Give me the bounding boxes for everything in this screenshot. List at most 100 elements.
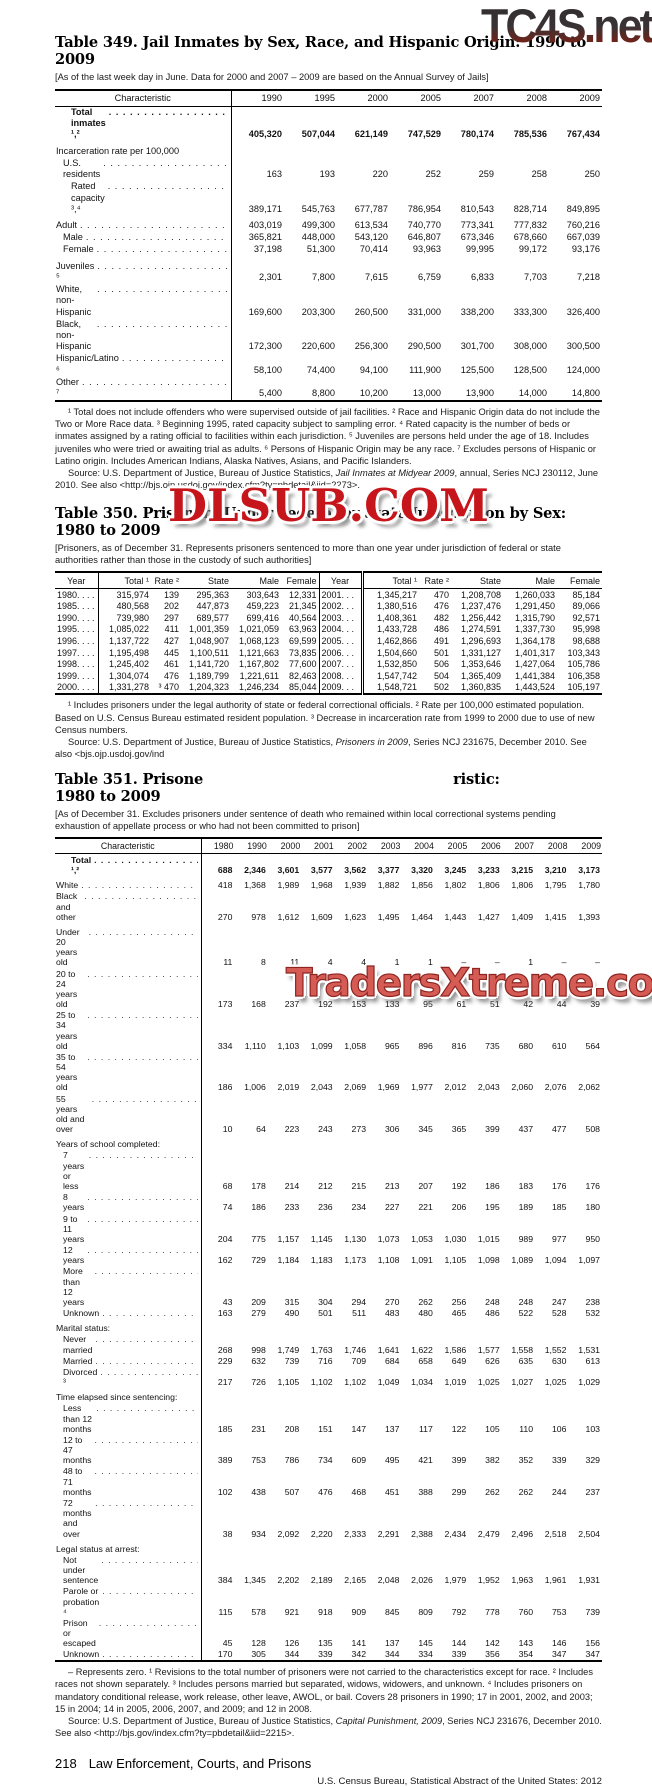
data-cell: 105,197 (567, 682, 600, 693)
data-cell: 2,043 (310, 1082, 333, 1093)
data-cell: 532 (585, 1308, 601, 1319)
data-cell: 1,441,384 (514, 670, 555, 681)
data-cell: 1,184 (277, 1255, 300, 1266)
data-cell: 495 (384, 1455, 400, 1466)
column-header: Male (231, 572, 281, 590)
table-row: Divorced ³ 217 726 1,105 1,102 1,102 1,049 1,03… (55, 1366, 602, 1388)
row-label: Total inmates ¹,² (55, 106, 232, 142)
data-cell: 1,173 (344, 1255, 367, 1266)
column-header: 2007 (443, 89, 496, 107)
data-cell (268, 1135, 301, 1150)
data-cell: 125,500 (460, 364, 494, 375)
data-cell: 760 (518, 1606, 534, 1617)
data-cell (268, 1388, 301, 1403)
data-cell: 61 (456, 999, 467, 1010)
data-cell: 8,800 (312, 388, 335, 399)
table-row: Other ⁷ 5,400 8,800 10,200 13,000 13,900 14,00… (55, 376, 602, 401)
table-349-note: [As of the last week day in June. Data f… (55, 72, 489, 83)
data-cell: 304 (318, 1296, 333, 1307)
data-cell: 334 (217, 1040, 233, 1051)
row-label: Parole or probation ⁴ (55, 1585, 202, 1618)
data-cell: 2,202 (277, 1575, 300, 1586)
data-cell: 1,586 (444, 1344, 467, 1355)
data-cell: 250 (584, 169, 600, 180)
data-cell: 1,094 (544, 1255, 567, 1266)
data-cell: 437 (518, 1124, 534, 1135)
data-cell: 178 (251, 1181, 266, 1191)
row-label: Married (55, 1355, 202, 1367)
table-351: Characteristic 1980 1990 2000 2001 2002 2003 20… (55, 837, 602, 1663)
data-cell: 1,968 (310, 880, 333, 891)
data-cell: 94,100 (359, 364, 388, 375)
data-cell: 1,806 (511, 880, 534, 891)
data-cell: 1,609 (310, 911, 333, 922)
data-cell (301, 1135, 334, 1150)
table-row: Unknown 163 279 490 501 511 483 480 465 486 522 528… (55, 1307, 602, 1319)
data-cell (468, 1539, 501, 1554)
year-cell: 2004. . . (318, 623, 364, 636)
column-header: 2002 (334, 838, 369, 855)
data-cell (435, 1319, 468, 1334)
data-cell: 1,189,799 (188, 670, 229, 681)
table-350-header-row: Year Total ¹ Rate ² State Male Female Year Tota… (55, 572, 602, 590)
table-351-head: Characteristic 1980 1990 2000 2001 2002 2003 20… (55, 838, 602, 855)
data-cell: 810,543 (460, 203, 494, 214)
data-cell: 338,200 (460, 306, 494, 317)
data-cell: 1,110 (244, 1040, 266, 1051)
data-cell: 13,900 (465, 388, 494, 399)
data-cell: 564 (585, 1040, 601, 1051)
data-cell: 1,245,402 (108, 659, 149, 670)
data-cell: 1,105 (277, 1377, 300, 1388)
data-cell: 399 (485, 1124, 500, 1135)
data-cell: 545,763 (301, 203, 335, 214)
data-cell: 51 (489, 999, 500, 1010)
data-cell: 185 (217, 1423, 233, 1434)
data-cell: 1,221,611 (239, 670, 279, 681)
table-row: Black, non-Hispanic 172,300 220,600 256,300… (55, 318, 602, 353)
data-cell: 173 (217, 999, 233, 1010)
data-cell: 1 (428, 957, 433, 968)
data-cell (568, 1319, 602, 1334)
data-cell: 270 (384, 1296, 400, 1307)
data-cell: 792 (451, 1606, 467, 1617)
data-cell: 476 (318, 1486, 333, 1497)
data-cell: 7,615 (365, 271, 388, 282)
data-cell: 445 (163, 647, 179, 658)
table-row: 1985. . . . 480,568 202 447,873 459,223 21,34… (55, 600, 602, 613)
data-cell (284, 141, 337, 157)
data-cell: 1,963 (511, 1575, 534, 1586)
data-cell: 106 (551, 1423, 567, 1434)
column-header: 2005 (390, 89, 443, 107)
data-cell: 1,763 (310, 1344, 333, 1355)
data-cell: 2,189 (310, 1575, 333, 1586)
data-cell: 4 (327, 957, 333, 968)
data-cell: 172,300 (248, 341, 282, 352)
data-cell: 680 (518, 1040, 534, 1051)
row-label: U.S. residents (55, 157, 232, 181)
data-cell: 1,105 (444, 1255, 467, 1266)
data-cell: 1,443 (444, 911, 467, 922)
data-cell: 153 (351, 999, 367, 1010)
data-cell: 6,759 (418, 271, 441, 282)
data-cell (568, 1388, 602, 1403)
row-label: Other ⁷ (55, 376, 232, 401)
column-header: Total ¹ (98, 572, 151, 590)
table-row: 7 years or less 68 178 214 212 215 213 207 192 18… (55, 1149, 602, 1192)
data-cell: 352 (518, 1455, 534, 1466)
data-cell: 1,019 (444, 1377, 467, 1388)
data-cell (201, 1135, 234, 1150)
column-header: 2008 (535, 838, 569, 855)
data-cell (234, 1319, 267, 1334)
table-351-title-line2: 1980 to 2009 (55, 787, 161, 805)
data-cell: 10 (222, 1124, 233, 1135)
data-cell: 99,172 (518, 244, 547, 255)
column-header: 2000 (267, 838, 302, 855)
table-row: Under 20 years old118114411––1–– (55, 922, 602, 969)
data-cell: 339 (318, 1649, 333, 1660)
table-351-title-fragment-left: Table 351. Prisone (55, 770, 204, 788)
data-cell: 729 (251, 1255, 266, 1266)
chapter-title: Law Enforcement, Courts, and Prisons (88, 1755, 312, 1771)
table-row: Unknown 170 305 344 339 342 344 334 339 356 354 347… (55, 1648, 602, 1662)
data-cell: 849,895 (566, 203, 600, 214)
table-350-title: Table 350. Prisoners Under Federal or St… (55, 504, 566, 539)
